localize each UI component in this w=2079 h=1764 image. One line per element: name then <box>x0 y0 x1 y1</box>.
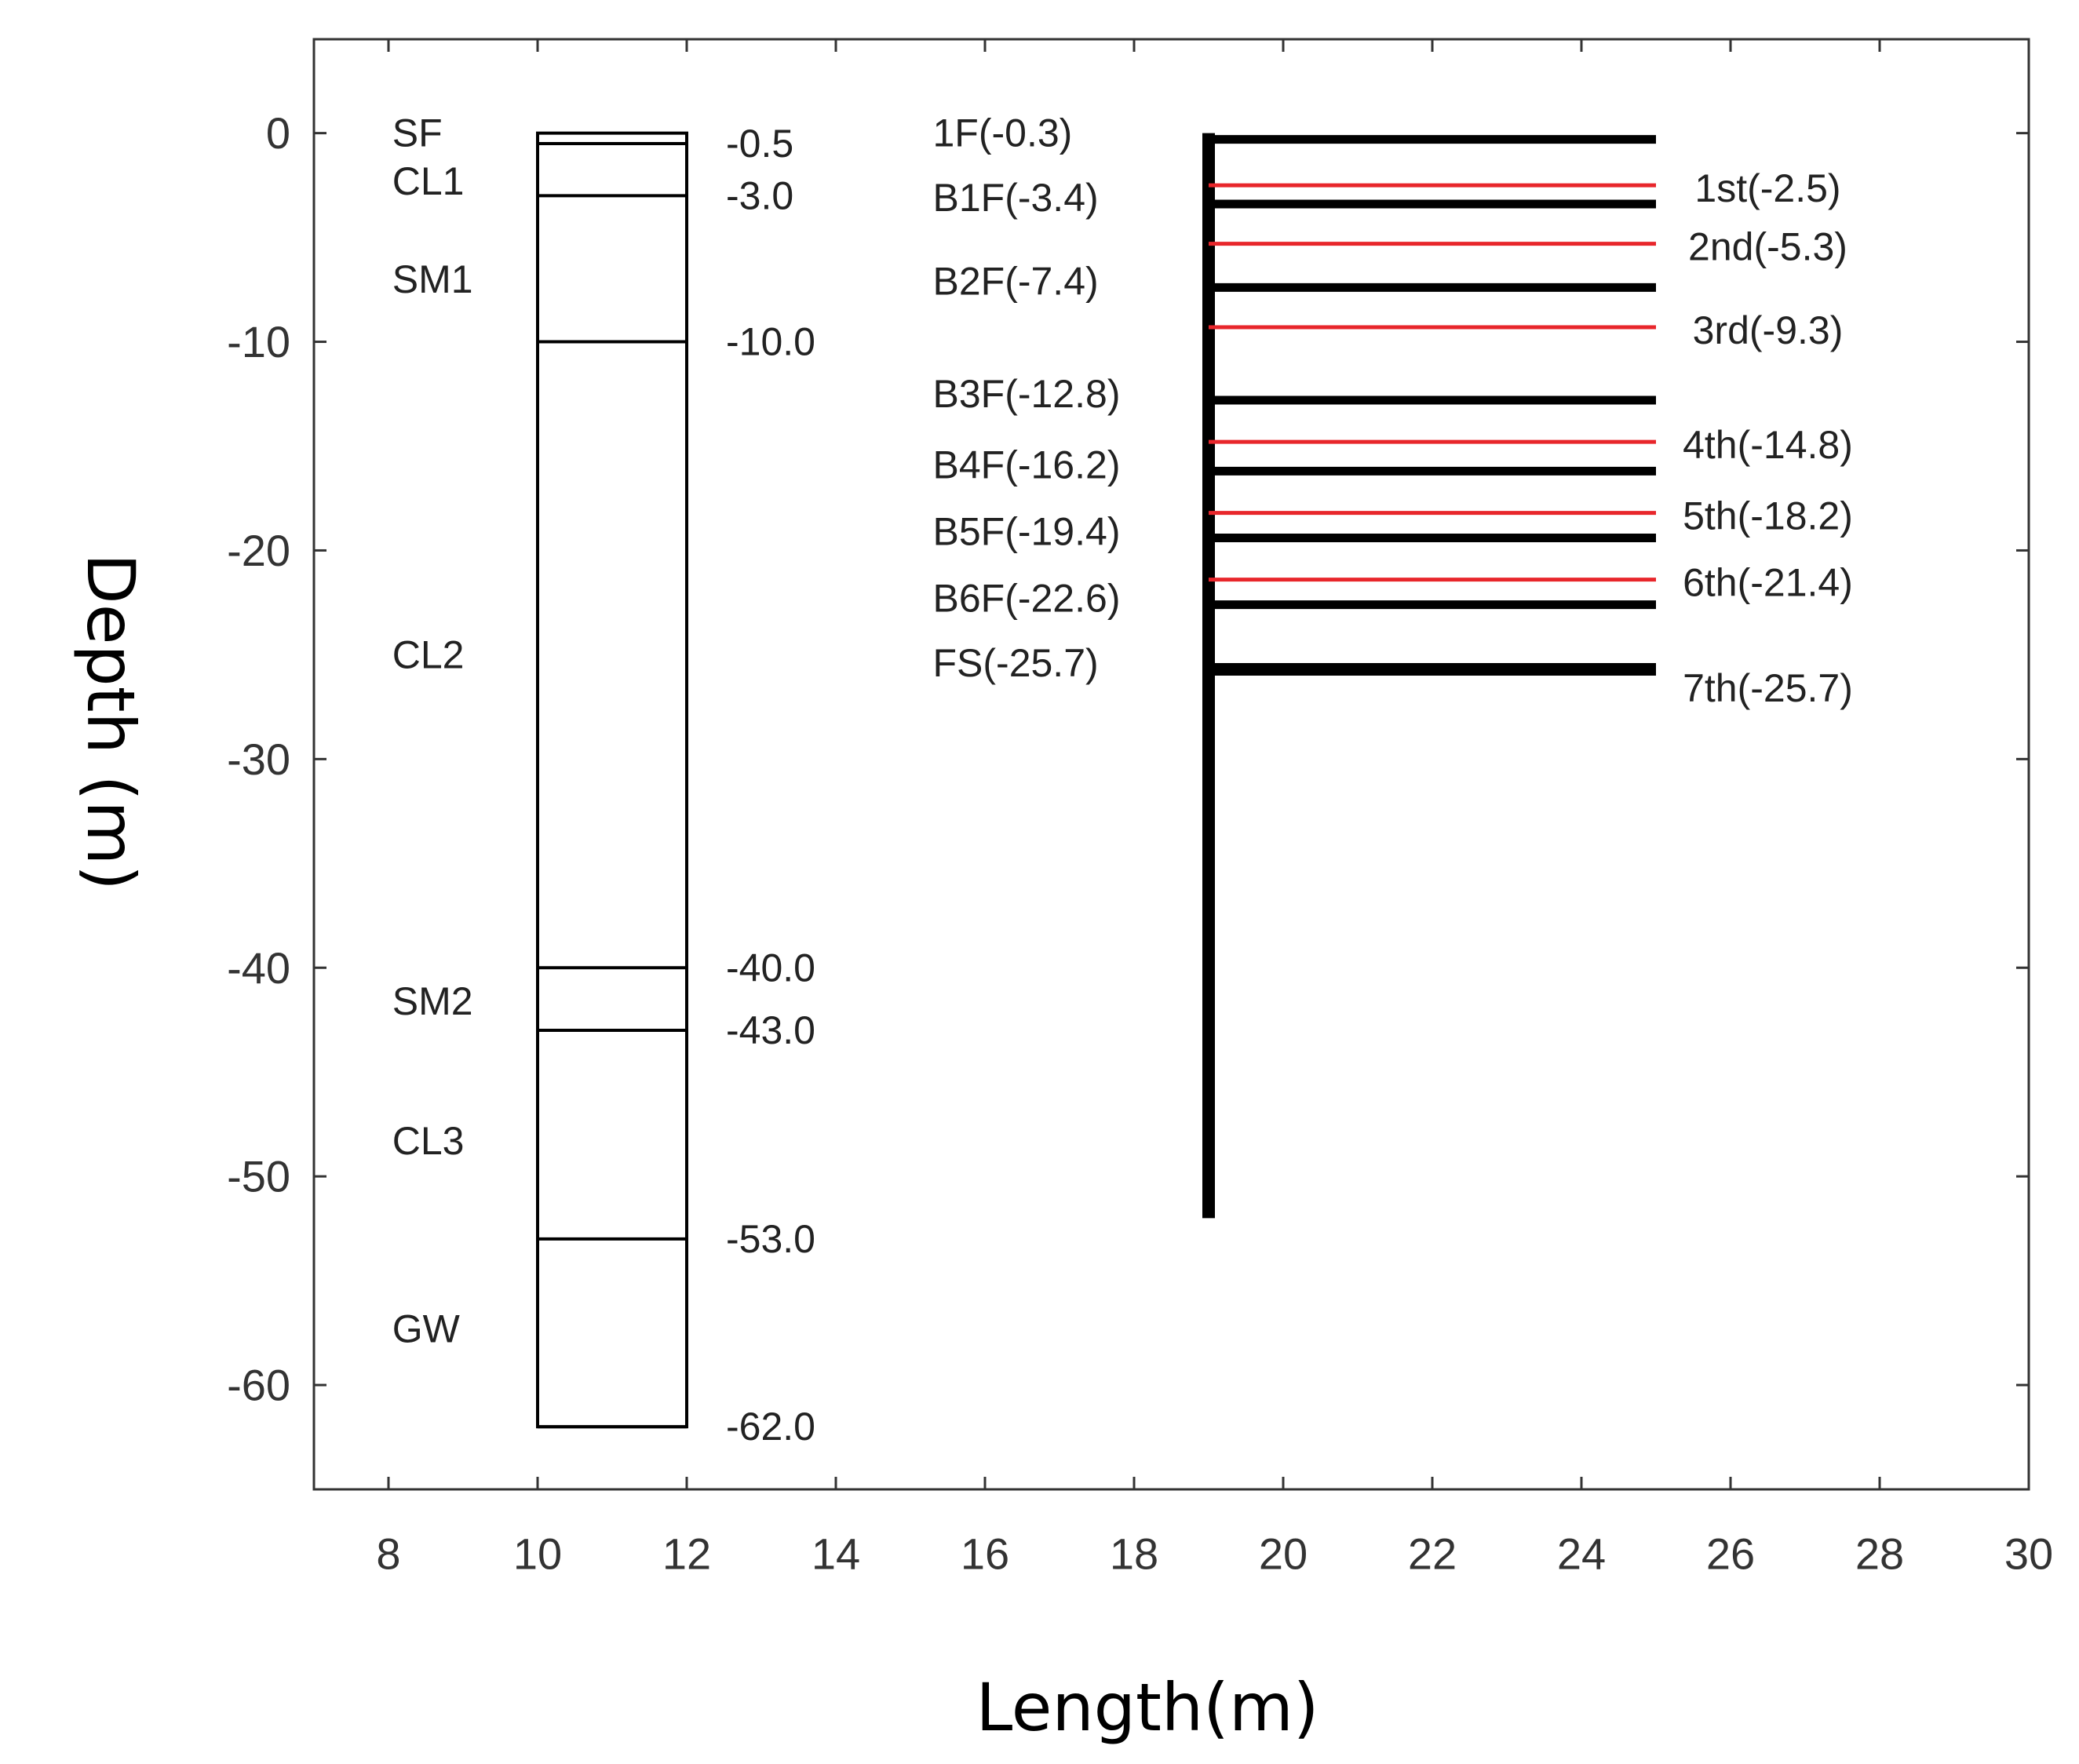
floor-label: 1F(-0.3) <box>933 111 1073 155</box>
x-tick-label: 16 <box>961 1529 1009 1579</box>
soil-layer-label: CL1 <box>392 159 465 203</box>
x-tick-label: 18 <box>1110 1529 1158 1579</box>
x-tick-label: 24 <box>1557 1529 1606 1579</box>
x-tick-label: 14 <box>812 1529 860 1579</box>
x-axis-title: Length(m) <box>976 1669 1319 1746</box>
soil-layer-label: CL2 <box>392 632 465 676</box>
floor-label: B6F(-22.6) <box>933 577 1121 621</box>
x-tick-label: 10 <box>513 1529 562 1579</box>
y-tick-label: -60 <box>227 1361 290 1410</box>
excavation-stage-label: 2nd(-5.3) <box>1688 225 1847 269</box>
y-tick-label: -40 <box>227 943 290 993</box>
x-tick-label: 12 <box>662 1529 711 1579</box>
excavation-stage-label: 3rd(-9.3) <box>1693 308 1844 352</box>
excavation-stage-label: 6th(-21.4) <box>1683 561 1853 605</box>
boundary-depth-label: -43.0 <box>726 1008 815 1052</box>
floor-label: B1F(-3.4) <box>933 176 1099 220</box>
boundary-depth-label: -53.0 <box>726 1217 815 1261</box>
boundary-depth-label: -62.0 <box>726 1405 815 1449</box>
y-tick-label: -50 <box>227 1152 290 1201</box>
floor-label: FS(-25.7) <box>933 641 1099 685</box>
x-tick-label: 28 <box>1855 1529 1904 1579</box>
x-tick-label: 30 <box>2004 1529 2053 1579</box>
x-tick-label: 20 <box>1259 1529 1308 1579</box>
y-tick-label: -30 <box>227 734 290 784</box>
y-tick-label: -10 <box>227 317 290 366</box>
floor-label: B2F(-7.4) <box>933 259 1099 303</box>
y-tick-label: -20 <box>227 526 290 575</box>
soil-layer-label: SF <box>392 111 443 155</box>
y-tick-label: 0 <box>266 108 290 158</box>
soil-layer-label: SM2 <box>392 979 473 1023</box>
excavation-stage-label: 1st(-2.5) <box>1694 166 1840 210</box>
excavation-stage-label: 5th(-18.2) <box>1683 494 1853 538</box>
soil-column <box>536 131 688 1429</box>
x-tick-label: 26 <box>1706 1529 1755 1579</box>
x-tick-label: 8 <box>376 1529 400 1579</box>
boundary-depth-label: -0.5 <box>726 122 793 166</box>
soil-layer-label: GW <box>392 1307 461 1350</box>
excavation-stage-label: 4th(-14.8) <box>1683 423 1853 467</box>
plot-frame <box>312 38 2030 1491</box>
excavation-stage-label: 7th(-25.7) <box>1683 666 1853 710</box>
soil-layer-label: SM1 <box>392 257 473 301</box>
soil-layer-label: CL3 <box>392 1119 465 1163</box>
boundary-depth-label: -40.0 <box>726 946 815 990</box>
y-axis-title: Depth (m) <box>72 553 149 891</box>
floor-label: B3F(-12.8) <box>933 372 1121 416</box>
boundary-depth-label: -3.0 <box>726 173 793 217</box>
floor-label: B4F(-16.2) <box>933 443 1121 487</box>
boundary-depth-label: -10.0 <box>726 320 815 364</box>
floor-label: B5F(-19.4) <box>933 509 1121 553</box>
x-tick-label: 22 <box>1408 1529 1457 1579</box>
